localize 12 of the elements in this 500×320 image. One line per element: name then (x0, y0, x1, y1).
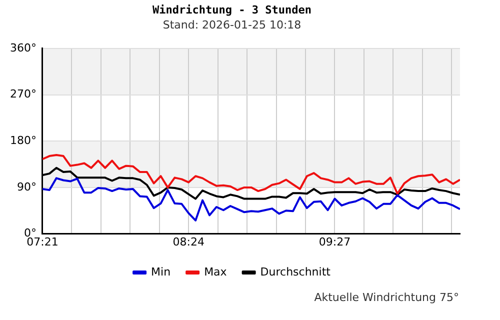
y-tick-label: 90° (16, 180, 36, 194)
text: Aktuelle Windrichtung 75° (314, 291, 459, 304)
legend-label: Min (151, 265, 171, 278)
chart-title: Windrichtung - 3 Stunden (152, 3, 312, 16)
chart-subtitle: Stand: 2026-01-25 10:18 (162, 18, 302, 32)
y-tick-label: 180° (10, 134, 36, 147)
legend-label: Max (204, 265, 228, 278)
x-tick-label: 08:24 (172, 235, 204, 248)
y-tick-label: 270° (10, 88, 36, 101)
x-tick-label: 09:27 (318, 235, 351, 248)
legend-label: Durchschnitt (260, 265, 332, 278)
y-tick-label: 360° (10, 41, 36, 54)
